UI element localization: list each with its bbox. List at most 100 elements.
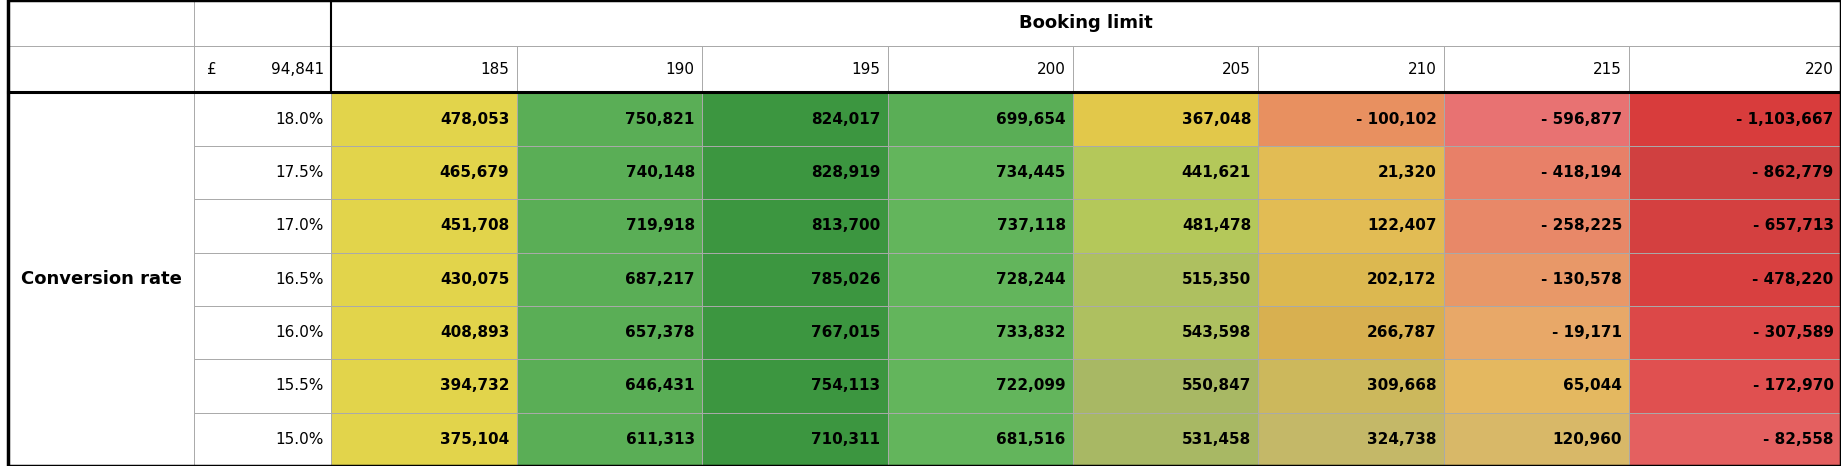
Bar [331,306,517,359]
Text: 451,708: 451,708 [440,218,510,233]
Bar [517,412,701,466]
Bar [7,46,193,92]
Text: 122,407: 122,407 [1368,218,1436,233]
Text: 710,311: 710,311 [812,432,880,447]
Bar [701,146,887,199]
Bar [331,146,517,199]
Bar [331,359,517,412]
Bar [887,92,1073,146]
Bar [701,199,887,253]
Bar [1443,253,1629,306]
Bar [1629,92,1841,146]
Text: 733,832: 733,832 [996,325,1066,340]
Text: 646,431: 646,431 [626,378,694,393]
Bar [1259,46,1443,92]
Text: 824,017: 824,017 [810,111,880,127]
Bar [1629,146,1841,199]
Bar [1073,306,1259,359]
Text: - 596,877: - 596,877 [1541,111,1622,127]
Bar [1629,412,1841,466]
Text: Booking limit: Booking limit [1020,14,1152,32]
Bar [331,412,517,466]
Bar [331,199,517,253]
Bar [1259,146,1443,199]
Text: 550,847: 550,847 [1182,378,1252,393]
Text: 220: 220 [1804,62,1834,77]
Bar [517,46,701,92]
Text: 120,960: 120,960 [1552,432,1622,447]
Bar [1259,253,1443,306]
Bar [701,92,887,146]
Bar [331,46,517,92]
Text: 611,313: 611,313 [626,432,694,447]
Text: 767,015: 767,015 [810,325,880,340]
Text: 478,053: 478,053 [440,111,510,127]
Text: - 172,970: - 172,970 [1753,378,1834,393]
Bar [1259,306,1443,359]
Bar [701,412,887,466]
Bar [517,146,701,199]
Text: 185: 185 [481,62,510,77]
Text: 465,679: 465,679 [440,165,510,180]
Text: 215: 215 [1592,62,1622,77]
Bar [1629,306,1841,359]
Bar [1259,92,1443,146]
Bar [193,46,331,92]
Text: 17.5%: 17.5% [276,165,324,180]
Text: 195: 195 [851,62,880,77]
Bar [1073,199,1259,253]
Bar [887,253,1073,306]
Text: Conversion rate: Conversion rate [20,270,182,288]
Text: 681,516: 681,516 [996,432,1066,447]
Bar [1443,92,1629,146]
Bar [1443,46,1629,92]
Bar [1073,253,1259,306]
Text: 543,598: 543,598 [1182,325,1252,340]
Text: 65,044: 65,044 [1563,378,1622,393]
Bar [1629,359,1841,412]
Bar [887,46,1073,92]
Text: - 258,225: - 258,225 [1541,218,1622,233]
Text: - 657,713: - 657,713 [1753,218,1834,233]
Bar [887,359,1073,412]
Bar [7,0,331,46]
Text: 687,217: 687,217 [626,272,694,287]
Text: 210: 210 [1408,62,1436,77]
Text: 737,118: 737,118 [996,218,1066,233]
Text: - 862,779: - 862,779 [1753,165,1834,180]
Text: 754,113: 754,113 [812,378,880,393]
Bar [7,0,193,92]
Bar [887,306,1073,359]
Bar [193,253,331,306]
Bar [701,306,887,359]
Bar [701,253,887,306]
Text: 719,918: 719,918 [626,218,694,233]
Bar [193,359,331,412]
Bar [517,253,701,306]
Text: 828,919: 828,919 [810,165,880,180]
Bar [517,306,701,359]
Bar [1259,359,1443,412]
Text: - 307,589: - 307,589 [1753,325,1834,340]
Text: - 418,194: - 418,194 [1541,165,1622,180]
Text: 202,172: 202,172 [1366,272,1436,287]
Text: 740,148: 740,148 [626,165,694,180]
Text: 18.0%: 18.0% [276,111,324,127]
Bar [1259,199,1443,253]
Bar [887,146,1073,199]
Text: - 1,103,667: - 1,103,667 [1736,111,1834,127]
Bar [1073,92,1259,146]
Text: 205: 205 [1222,62,1252,77]
Bar [193,199,331,253]
Bar [1073,359,1259,412]
Text: 16.0%: 16.0% [276,325,324,340]
Text: 728,244: 728,244 [996,272,1066,287]
Bar [331,92,517,146]
Text: 813,700: 813,700 [812,218,880,233]
Text: 367,048: 367,048 [1182,111,1252,127]
Bar [517,359,701,412]
Text: £: £ [206,62,215,77]
Bar [1073,412,1259,466]
Bar [1259,412,1443,466]
Text: 531,458: 531,458 [1182,432,1252,447]
